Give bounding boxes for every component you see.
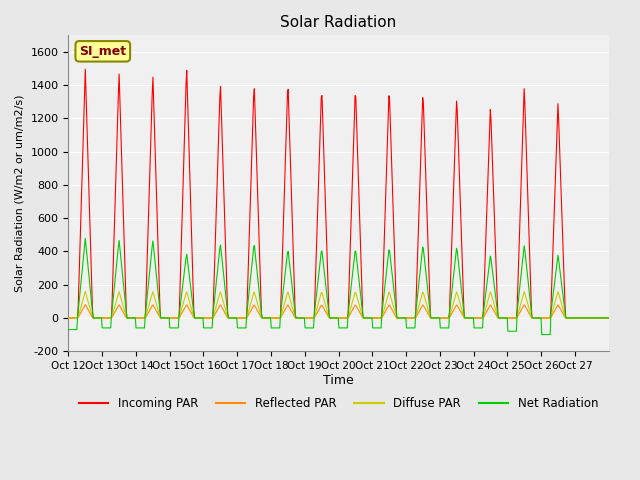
Legend: Incoming PAR, Reflected PAR, Diffuse PAR, Net Radiation: Incoming PAR, Reflected PAR, Diffuse PAR…: [74, 392, 603, 415]
Y-axis label: Solar Radiation (W/m2 or um/m2/s): Solar Radiation (W/m2 or um/m2/s): [15, 95, 25, 292]
Title: Solar Radiation: Solar Radiation: [280, 15, 397, 30]
X-axis label: Time: Time: [323, 374, 354, 387]
Text: SI_met: SI_met: [79, 45, 126, 58]
